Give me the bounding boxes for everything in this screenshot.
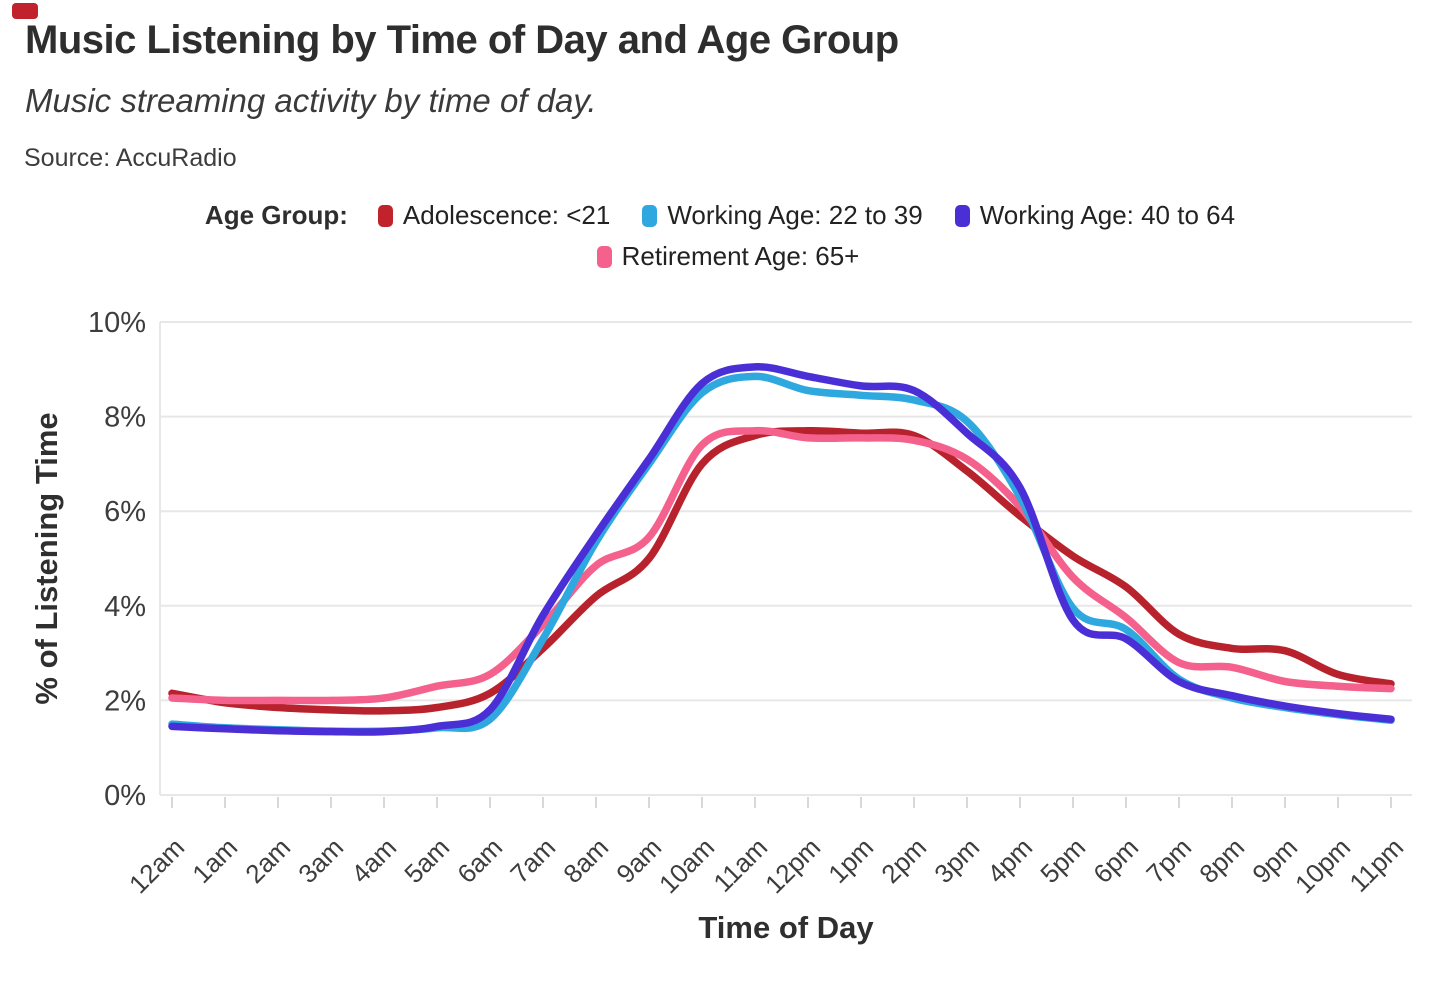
legend-label-adolescence: Adolescence: <21 [402, 200, 611, 230]
x-tick-label: 4pm [981, 832, 1038, 889]
legend-item-working-40-64: Working Age: 40 to 64 [954, 200, 1236, 231]
x-axis-title: Time of Day [698, 910, 874, 945]
x-tick-label: 7am [504, 832, 561, 889]
legend-row-1: Age Group: Adolescence: <21 Working Age:… [205, 200, 1251, 231]
x-tick-label: 7pm [1140, 832, 1197, 889]
y-tick-label: 6% [104, 496, 146, 528]
x-tick-label: 6pm [1087, 832, 1144, 889]
x-tick-label: 5pm [1034, 832, 1091, 889]
series-line-retirement-65-plus [168, 426, 1395, 705]
y-tick-label: 0% [104, 780, 146, 812]
legend-row-2: Retirement Age: 65+ [581, 241, 876, 272]
y-axis-title: % of Listening Time [29, 412, 64, 704]
chart-svg: 0% 2% 4% 6% 8% 10% 12am1am2am3am4am5am6am7am8a… [29, 307, 1412, 945]
x-tick-label: 8pm [1193, 832, 1250, 889]
x-tick-label: 6am [451, 832, 508, 889]
legend-item-retirement: Retirement Age: 65+ [596, 241, 860, 272]
x-tick-label: 10pm [1289, 832, 1356, 899]
x-tick-label: 2am [239, 832, 296, 889]
x-tick-label: 12pm [759, 832, 826, 899]
source-note: Source: AccuRadio [24, 144, 237, 172]
legend-swatch-adolescence [377, 204, 393, 227]
legend-label-retirement: Retirement Age: 65+ [621, 241, 860, 271]
y-tick-label: 10% [88, 307, 146, 339]
x-tick-label: 12am [123, 832, 190, 899]
x-tick-label: 1am [186, 832, 243, 889]
corner-red-mark [12, 3, 38, 19]
x-tick-label: 4am [345, 832, 402, 889]
x-tick-label: 10am [653, 832, 720, 899]
series-line-working-age-40-64 [168, 363, 1395, 736]
x-tick-label: 8am [557, 832, 614, 889]
legend-label-working-40-64: Working Age: 40 to 64 [979, 200, 1236, 230]
legend: Age Group: Adolescence: <21 Working Age:… [0, 200, 1456, 272]
chart-subtitle: Music streaming activity by time of day. [25, 82, 597, 119]
chart-area: 0% 2% 4% 6% 8% 10% 12am 1am 2am 3am 4am 5am 6am 7am 8a… [0, 290, 1456, 990]
x-tick-label: 5am [398, 832, 455, 889]
legend-item-adolescence: Adolescence: <21 [377, 200, 611, 231]
x-tick-label: 3am [292, 832, 349, 889]
legend-item-working-22-39: Working Age: 22 to 39 [642, 200, 923, 231]
x-tick-label: 11pm [1343, 832, 1409, 898]
x-tick-label: 2pm [875, 832, 932, 889]
legend-swatch-retirement [596, 245, 612, 268]
y-tick-label: 8% [104, 402, 146, 434]
legend-label-working-22-39: Working Age: 22 to 39 [667, 200, 923, 230]
y-tick-label: 2% [104, 685, 146, 717]
chart-title: Music Listening by Time of Day and Age G… [25, 18, 899, 62]
y-tick-label: 4% [104, 591, 146, 623]
x-tick-label: 11am [707, 832, 773, 898]
legend-swatch-working-40-64 [954, 204, 970, 227]
x-tick-label: 3pm [928, 832, 985, 889]
legend-swatch-working-22-39 [642, 204, 658, 227]
x-tick-label: 1pm [822, 832, 879, 889]
legend-title: Age Group: [204, 200, 348, 230]
